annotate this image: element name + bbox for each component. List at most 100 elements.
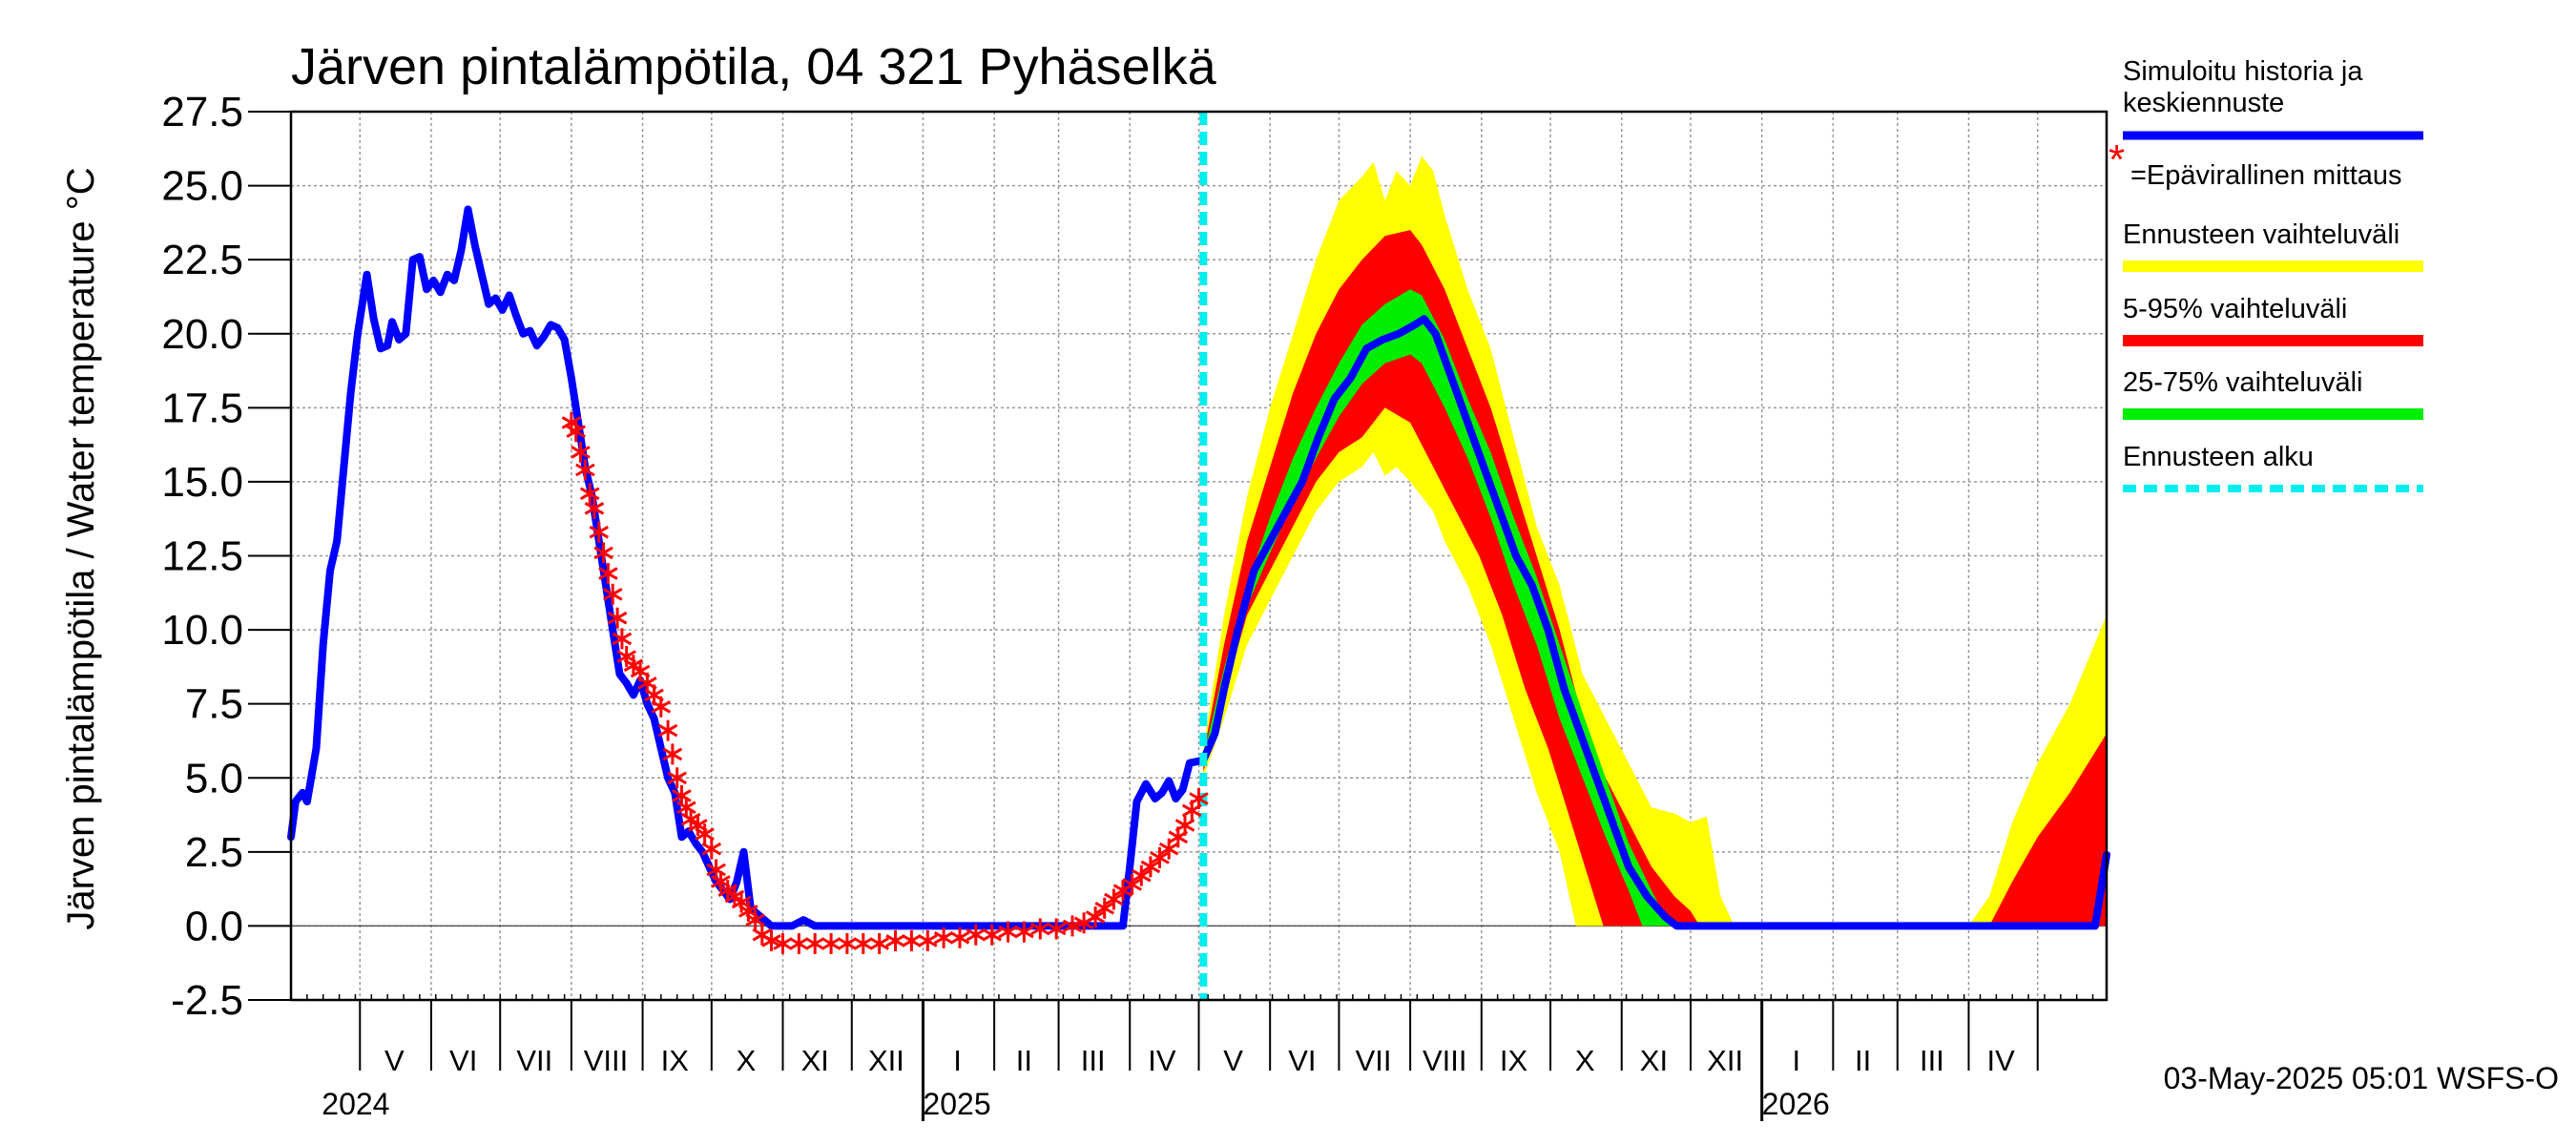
- month-label: IX: [1500, 1044, 1528, 1077]
- measurement-marker: [584, 497, 605, 519]
- month-label: VII: [1356, 1044, 1392, 1077]
- legend-measurement-label: =Epävirallinen mittaus: [2130, 160, 2402, 191]
- measurement-marker: [662, 743, 683, 765]
- y-tick-label: 5.0: [185, 755, 243, 802]
- measurement-markers: [561, 411, 1209, 954]
- y-tick-label: 20.0: [161, 311, 243, 358]
- legend-p5-95-label: 5-95% vaihteluväli: [2123, 294, 2347, 324]
- measurement-marker: [902, 929, 922, 951]
- y-tick-label: 2.5: [185, 829, 243, 876]
- measurement-marker: [869, 933, 889, 954]
- measurement-marker: [1122, 874, 1142, 895]
- measurement-marker: [837, 933, 858, 954]
- measurement-marker: [566, 421, 586, 443]
- month-label: V: [384, 1044, 405, 1077]
- y-tick-label: 22.5: [161, 237, 243, 283]
- measurement-marker: [966, 924, 987, 946]
- measurement-marker: [949, 926, 970, 948]
- y-tick-label: 25.0: [161, 163, 243, 210]
- month-label: X: [1575, 1044, 1595, 1077]
- month-label: I: [953, 1044, 962, 1077]
- y-tick-label: 27.5: [161, 89, 243, 135]
- measurement-marker: [1030, 918, 1050, 940]
- month-label: X: [737, 1044, 757, 1077]
- measurement-marker: [1046, 918, 1067, 940]
- y-axis-label: Järven pintalämpötila / Water temperatur…: [60, 167, 102, 929]
- month-label: IV: [1148, 1044, 1176, 1077]
- y-tick-label: -2.5: [171, 977, 243, 1024]
- month-label: II: [1855, 1044, 1871, 1077]
- y-tick-label: 12.5: [161, 533, 243, 580]
- measurement-marker: [804, 933, 825, 954]
- month-label: VI: [1288, 1044, 1316, 1077]
- measurement-marker: [1189, 788, 1209, 809]
- legend-p25-75-label: 25-75% vaihteluväli: [2123, 367, 2362, 398]
- measurement-marker: [982, 924, 1002, 946]
- month-label: VII: [516, 1044, 552, 1077]
- measurement-marker: [701, 838, 722, 860]
- legend-forecast-start-label: Ennusteen alku: [2123, 442, 2314, 472]
- measurement-marker: [1150, 847, 1170, 868]
- axes: 27.5 25.0 22.5 20.0 17.5 15.0 12.5 10.0 7.5 5.0 2.…: [161, 89, 2109, 1121]
- month-label: V: [1223, 1044, 1243, 1077]
- measurement-marker: [667, 767, 687, 789]
- chart-title: Järven pintalämpötila, 04 321 Pyhäselkä: [291, 38, 1217, 95]
- plot-frame: [289, 110, 2109, 1002]
- measurement-marker: [789, 933, 809, 954]
- measurement-marker: [607, 607, 628, 629]
- month-label: IX: [661, 1044, 690, 1077]
- legend-measurement-asterisk-icon: *: [2109, 136, 2125, 183]
- month-label: XI: [801, 1044, 829, 1077]
- legend-history-label-line2: keskiennuste: [2123, 88, 2284, 118]
- measurement-marker: [853, 933, 874, 954]
- measurement-marker: [579, 483, 600, 505]
- measurement-marker: [917, 929, 938, 951]
- month-label: III: [1081, 1044, 1106, 1077]
- measurement-marker: [589, 521, 610, 543]
- y-tick-label: 0.0: [185, 903, 243, 949]
- measurement-marker: [1094, 897, 1115, 919]
- year-label: 2025: [923, 1087, 990, 1121]
- measurement-marker: [706, 859, 726, 881]
- measurement-marker: [761, 929, 781, 951]
- forecast-bands: [1203, 156, 2107, 926]
- measurement-marker: [657, 719, 678, 741]
- month-label: VI: [449, 1044, 477, 1077]
- measurement-marker: [695, 823, 715, 845]
- measurement-marker: [1062, 915, 1083, 937]
- legend-history-label-line1: Simuloitu historia ja: [2123, 56, 2363, 87]
- measurement-marker: [1174, 814, 1195, 836]
- month-label: XII: [868, 1044, 904, 1077]
- measurement-marker: [998, 921, 1018, 943]
- month-label: XII: [1707, 1044, 1743, 1077]
- month-label: IV: [1987, 1044, 2016, 1077]
- measurement-marker: [1104, 888, 1124, 910]
- measurement-marker: [1132, 864, 1152, 886]
- measurement-marker: [1014, 921, 1034, 943]
- measurement-marker: [672, 784, 692, 806]
- p5-95-band: [1203, 230, 2107, 926]
- measurement-marker: [745, 909, 765, 931]
- month-label: III: [1920, 1044, 1944, 1077]
- measurement-marker: [676, 797, 696, 819]
- year-label: 2026: [1762, 1087, 1830, 1121]
- footer-timestamp: 03-May-2025 05:01 WSFS-O: [2164, 1061, 2559, 1095]
- y-tick-label: 15.0: [161, 459, 243, 506]
- year-label: 2024: [322, 1087, 389, 1121]
- measurement-marker: [821, 933, 841, 954]
- legend-range-label: Ennusteen vaihteluväli: [2123, 219, 2399, 250]
- measurement-marker: [612, 628, 633, 650]
- y-tick-label: 7.5: [185, 681, 243, 728]
- measurement-marker: [598, 563, 618, 585]
- month-label: I: [1792, 1044, 1800, 1077]
- measurement-marker: [773, 933, 793, 954]
- measurement-marker: [885, 929, 905, 951]
- month-label: VIII: [1423, 1044, 1467, 1077]
- measurement-marker: [651, 696, 672, 718]
- measurement-marker: [602, 583, 623, 605]
- measurement-marker: [1140, 856, 1161, 878]
- measurement-marker: [1085, 906, 1106, 928]
- measurement-marker: [933, 926, 954, 948]
